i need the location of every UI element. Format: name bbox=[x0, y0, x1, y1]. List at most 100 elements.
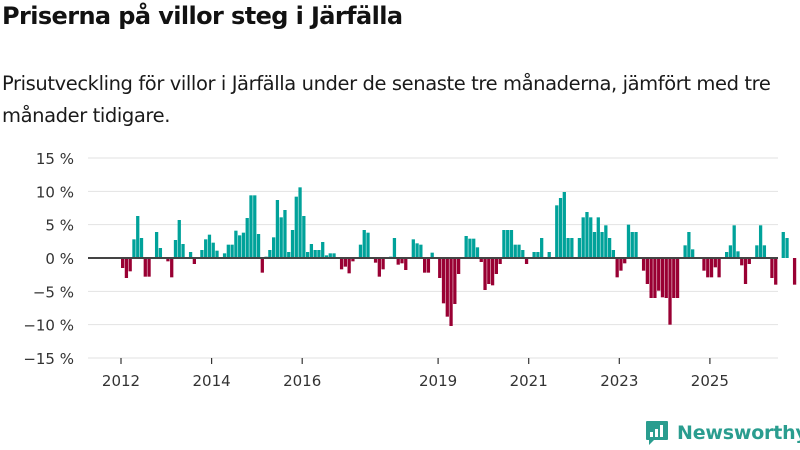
bar bbox=[268, 250, 272, 258]
bar bbox=[253, 195, 257, 258]
bar bbox=[464, 236, 468, 258]
bar bbox=[479, 258, 483, 262]
bar bbox=[373, 258, 378, 263]
gridlines bbox=[88, 157, 778, 359]
bar bbox=[332, 253, 336, 258]
bar bbox=[506, 230, 510, 258]
bar bbox=[415, 243, 419, 258]
bar bbox=[366, 232, 370, 258]
bar bbox=[649, 258, 653, 298]
bar bbox=[392, 238, 397, 258]
bar bbox=[774, 258, 778, 285]
x-tick-label: 2016 bbox=[283, 372, 321, 390]
bar bbox=[524, 258, 529, 264]
x-tick-label: 2014 bbox=[193, 372, 231, 390]
bar bbox=[607, 238, 612, 258]
y-tick-label: 5 % bbox=[45, 217, 74, 235]
bar bbox=[706, 258, 710, 278]
bar bbox=[400, 258, 404, 264]
y-tick-label: −10 % bbox=[23, 317, 74, 335]
bar bbox=[453, 258, 457, 304]
bar bbox=[728, 245, 733, 258]
bar bbox=[317, 250, 321, 258]
x-tick-label: 2025 bbox=[691, 372, 729, 390]
bar bbox=[238, 235, 242, 258]
bar bbox=[509, 230, 514, 258]
bar bbox=[419, 244, 423, 258]
bar bbox=[294, 196, 298, 258]
bar bbox=[668, 258, 672, 325]
bars bbox=[121, 187, 797, 326]
bar bbox=[532, 252, 536, 258]
bar bbox=[170, 258, 174, 278]
bar bbox=[781, 232, 785, 258]
bar bbox=[702, 258, 706, 271]
bar bbox=[626, 224, 631, 258]
bar-chart-speech-bubble-icon bbox=[646, 421, 668, 445]
bar bbox=[709, 258, 714, 278]
bar bbox=[260, 258, 264, 273]
bar bbox=[494, 258, 498, 274]
bar bbox=[577, 238, 582, 258]
bar bbox=[547, 252, 551, 258]
bar bbox=[298, 187, 302, 258]
bar bbox=[498, 258, 502, 264]
x-tick-label: 2012 bbox=[102, 372, 140, 390]
bar bbox=[672, 258, 676, 298]
bar bbox=[600, 232, 604, 258]
bar bbox=[770, 258, 774, 278]
bar bbox=[660, 258, 665, 298]
bar bbox=[279, 217, 283, 258]
bar bbox=[200, 250, 204, 258]
bar bbox=[645, 258, 649, 284]
bar bbox=[166, 258, 170, 262]
bar bbox=[188, 252, 193, 258]
bar bbox=[328, 253, 332, 258]
bar bbox=[207, 234, 212, 258]
newsworthy-logo: Newsworthy bbox=[645, 420, 800, 446]
bar bbox=[339, 258, 344, 270]
bar bbox=[343, 258, 347, 267]
bar bbox=[204, 239, 208, 258]
bar bbox=[664, 258, 668, 298]
bar bbox=[732, 225, 736, 258]
chart-subtitle: Prisutveckling för villor i Järfälla und… bbox=[2, 72, 771, 127]
bar bbox=[121, 258, 125, 268]
bar bbox=[181, 244, 185, 258]
y-tick-label: 10 % bbox=[36, 183, 74, 201]
bar bbox=[558, 198, 563, 258]
bar bbox=[226, 244, 230, 258]
bar bbox=[173, 240, 178, 258]
bar bbox=[758, 225, 763, 258]
y-tick-label: −15 % bbox=[23, 350, 74, 368]
x-tick-label: 2021 bbox=[510, 372, 548, 390]
bar bbox=[309, 244, 314, 258]
bar bbox=[483, 258, 487, 290]
bar bbox=[521, 250, 525, 258]
y-axis: 15 % 10 % 5 % 0 % −5 % −10 % −15 % bbox=[23, 150, 74, 368]
bar bbox=[245, 218, 249, 258]
bar bbox=[313, 250, 317, 258]
bar bbox=[438, 258, 442, 278]
bar bbox=[517, 244, 521, 258]
chart-title: Priserna på villor steg i Järfälla bbox=[2, 2, 403, 30]
bar bbox=[192, 258, 196, 264]
bar bbox=[604, 225, 608, 258]
bar bbox=[215, 250, 219, 258]
bar bbox=[139, 238, 144, 258]
bar bbox=[256, 234, 261, 258]
bar bbox=[487, 258, 491, 284]
bar bbox=[736, 251, 740, 258]
bar-chart: 15 %10 %5 %0 %−5 %−10 %−15 % 2012 2014 201… bbox=[23, 150, 797, 390]
bar bbox=[615, 258, 619, 278]
bar bbox=[785, 238, 789, 258]
bar bbox=[234, 230, 238, 258]
bar bbox=[691, 249, 695, 258]
bar bbox=[347, 258, 351, 274]
bar bbox=[456, 258, 461, 274]
bar bbox=[241, 232, 246, 258]
bar bbox=[305, 252, 310, 258]
bar bbox=[725, 252, 729, 258]
y-tick-label: 15 % bbox=[36, 150, 74, 168]
bar bbox=[404, 258, 408, 270]
